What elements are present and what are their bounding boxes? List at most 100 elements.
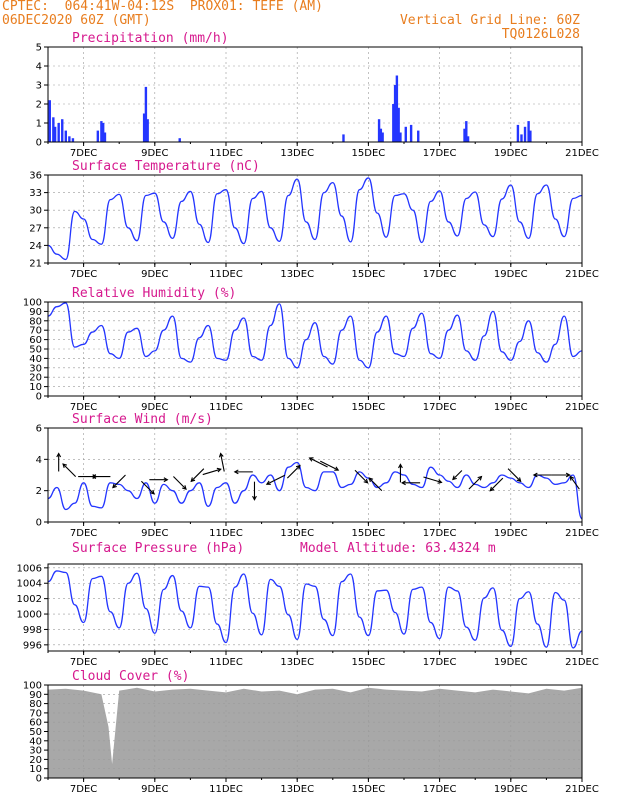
rh-xtick-label: 7DEC — [70, 402, 97, 413]
wind-arrow-head — [112, 483, 117, 489]
pressure-ytick-label: 1000 — [17, 610, 42, 621]
cloud-cover-area — [48, 687, 582, 778]
wind-panel: Surface Wind (m/s) 0 2 4 6 7DEC 9DEC 11DEC 13DEC… — [36, 412, 599, 539]
rh-ytick-label: 20 — [29, 373, 42, 384]
rh-ytick-label: 80 — [29, 316, 42, 327]
cloud-ytick-label: 70 — [29, 708, 42, 719]
wind-arrow-shaft — [319, 460, 339, 471]
wind-arrow — [532, 472, 552, 478]
wind-xtick-label: 19DEC — [494, 528, 528, 539]
wind-frame — [47, 427, 583, 523]
wind-arrow — [190, 468, 205, 483]
wind-arrow-head — [252, 495, 257, 501]
wind-arrow-head — [334, 466, 340, 471]
wind-arrow — [489, 477, 504, 492]
cloud-xtick-label: 11DEC — [209, 784, 243, 795]
wind-arrow — [202, 467, 222, 476]
cloud-ytick-label: 40 — [29, 736, 42, 747]
wind-arrow — [569, 475, 580, 490]
cloud-ytick-label: 80 — [29, 699, 42, 710]
precip-bar — [96, 130, 100, 142]
rh-ytick-label: 30 — [29, 363, 42, 374]
precip-bar — [146, 119, 149, 142]
precip-xtick-label: 21DEC — [565, 148, 599, 159]
cloud-ytick-label: 20 — [29, 755, 42, 766]
precip-bar — [379, 128, 383, 142]
precip-bar — [404, 126, 407, 142]
wind-arrow — [319, 460, 340, 471]
precip-bar — [417, 130, 420, 142]
rh-ytick-label: 70 — [29, 326, 42, 337]
temp-xtick-label: 21DEC — [565, 269, 599, 280]
wind-arrow-head — [489, 486, 495, 492]
wind-arrow-shaft — [468, 476, 482, 490]
temp-xtick-label: 7DEC — [70, 269, 97, 280]
rh-xtick-label: 17DEC — [423, 402, 457, 413]
wind-arrow-shaft — [423, 476, 442, 483]
precip-bar — [466, 136, 470, 142]
wind-arrow — [56, 452, 62, 472]
wind-arrow — [265, 474, 286, 485]
header-line2-left: 06DEC2020 60Z (GMT) — [2, 13, 151, 28]
precip-bar — [101, 123, 105, 142]
precip-bar — [64, 130, 67, 142]
wind-arrow — [423, 476, 443, 484]
wind-arrow-shaft — [112, 474, 126, 488]
wind-arrow — [218, 452, 225, 472]
wind-arrow-head — [398, 463, 403, 469]
cloud-ytick-label: 50 — [29, 727, 42, 738]
wind-arrow-head — [516, 477, 522, 483]
cloud-xtick-label: 21DEC — [565, 784, 599, 795]
wind-arrow-head — [265, 480, 271, 485]
wind-arrow — [551, 472, 571, 478]
wind-arrow-head — [91, 474, 97, 479]
wind-arrow-head — [452, 475, 457, 481]
wind-arrow — [286, 464, 301, 479]
rh-ytick-label: 40 — [29, 354, 42, 365]
wind-arrow — [354, 469, 369, 484]
precip-bar — [463, 128, 466, 142]
wind-ytick-label: 2 — [36, 486, 42, 497]
precip-bar — [399, 132, 402, 142]
wind-arrow-shaft — [354, 469, 368, 484]
wind-xtick-label: 13DEC — [280, 528, 314, 539]
pressure-xtick-label: 7DEC — [70, 657, 97, 668]
precip-bar — [409, 124, 413, 142]
wind-arrow — [112, 474, 126, 489]
pressure-xtick-label: 19DEC — [494, 657, 528, 668]
precip-ytick-label: 5 — [36, 43, 42, 54]
cloud-frame — [47, 684, 583, 779]
pressure-xtick-label: 15DEC — [352, 657, 386, 668]
precip-bar — [52, 117, 55, 142]
precip-bar — [527, 121, 530, 142]
wind-ytick-label: 6 — [36, 424, 42, 435]
temp-ytick-label: 33 — [29, 188, 42, 199]
precip-ytick-label: 1 — [36, 119, 42, 130]
wind-arrow-shaft — [368, 477, 383, 492]
wind-arrow — [452, 470, 463, 481]
wind-arrow — [173, 476, 187, 490]
cloud-xtick-label: 15DEC — [352, 784, 386, 795]
pressure-ytick-label: 998 — [23, 625, 42, 636]
header-line1-left: CPTEC: 064:41W-04:12S PROX01: TEFE (AM) — [2, 0, 323, 14]
wind-arrow-shaft — [62, 463, 77, 477]
rh-xtick-label: 15DEC — [352, 402, 386, 413]
rh-xtick-label: 13DEC — [280, 402, 314, 413]
cloud-xtick-label: 19DEC — [494, 784, 528, 795]
rh-ytick-label: 50 — [29, 345, 42, 356]
precip-title: Precipitation (mm/h) — [72, 31, 229, 46]
pressure-xtick-label: 17DEC — [423, 657, 457, 668]
rh-frame — [47, 301, 583, 397]
header-line2-right: TQ0126L028 — [501, 27, 580, 42]
wind-arrow-head — [308, 457, 314, 462]
wind-arrow — [398, 463, 403, 483]
rh-panel: Relative Humidity (%) 0102030405060708090… — [23, 286, 599, 413]
wind-arrow-head — [363, 478, 369, 484]
wind-arrow — [308, 457, 328, 468]
pressure-title: Surface Pressure (hPa) — [72, 541, 244, 556]
rh-xtick-label: 9DEC — [141, 402, 168, 413]
precip-ytick-label: 4 — [36, 62, 42, 73]
wind-arrow-head — [569, 475, 575, 481]
